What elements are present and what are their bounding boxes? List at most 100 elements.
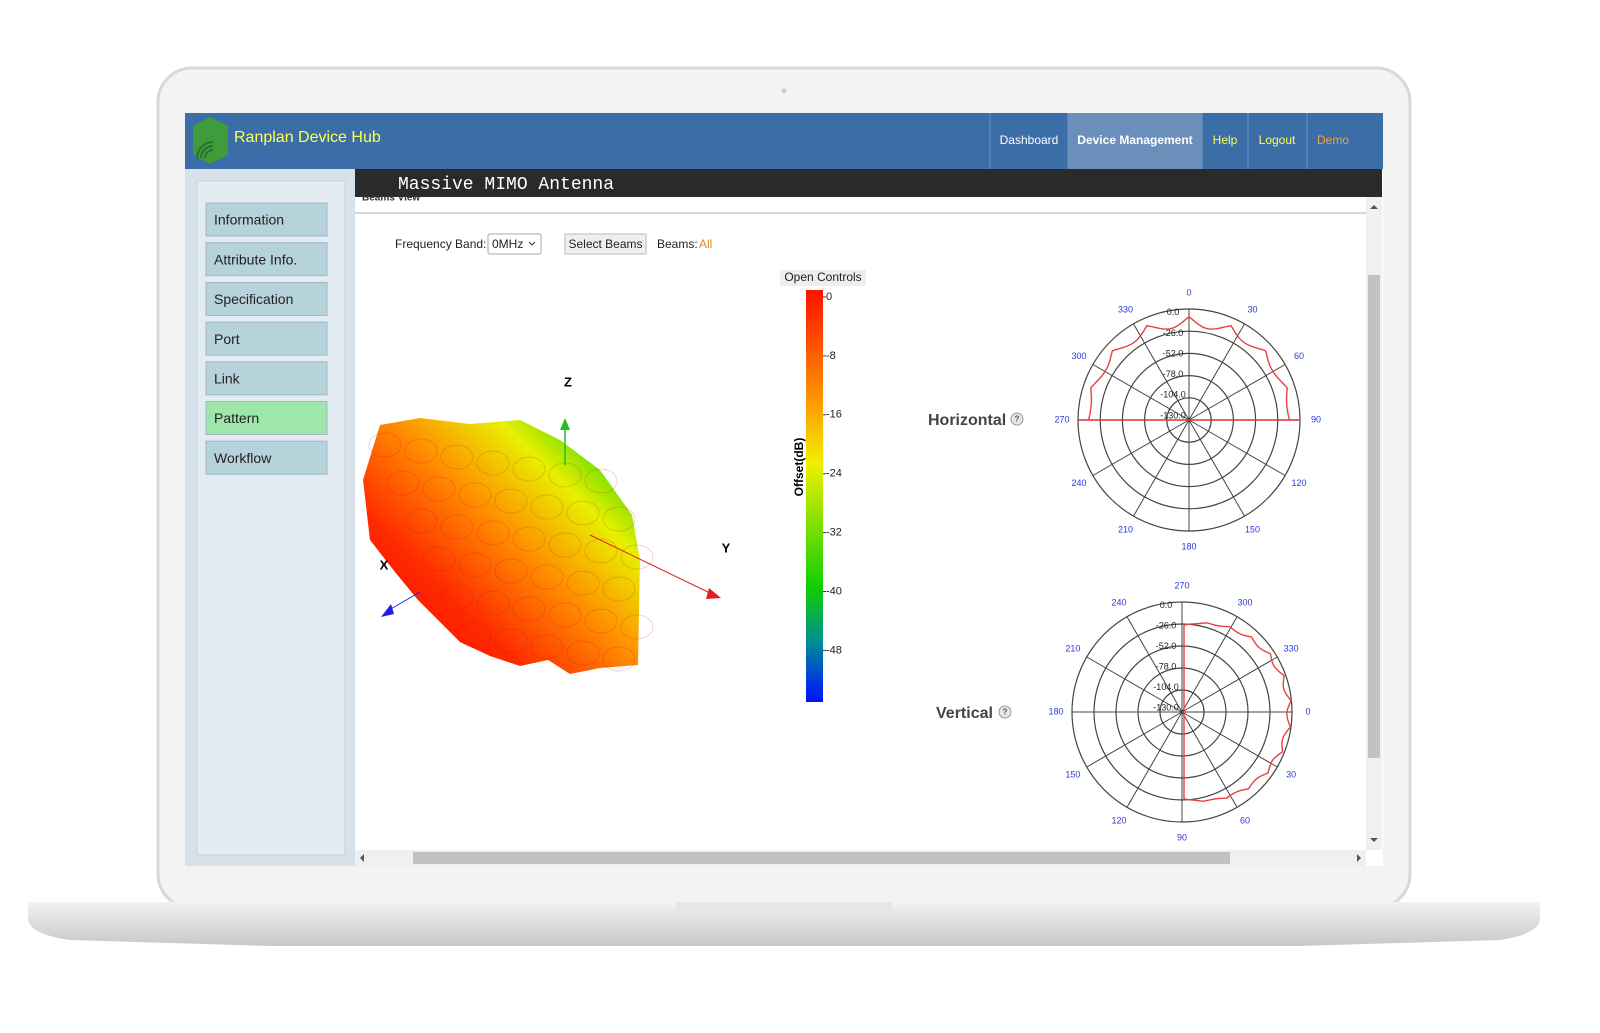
sidebar-button[interactable] [205,281,328,316]
radial-tick-label: -52.0 [1156,641,1177,651]
sidebar-button[interactable] [205,401,328,435]
lobe [476,590,510,616]
angle-label: 90 [1311,414,1321,424]
polar-ring [1093,623,1271,801]
lobe [512,456,546,482]
select-caret [528,241,536,246]
colorbar-tick-label: -48 [826,644,842,656]
lobe [602,576,636,602]
polar-ring [1159,689,1205,735]
angle-label: 300 [1237,597,1252,607]
angle-label: 90 [1177,832,1187,842]
polar-spoke [1181,711,1238,808]
nav-active [1068,113,1202,169]
angle-label: 60 [1240,815,1250,825]
sidebar-button[interactable] [205,361,328,396]
polar-spoke [1126,711,1183,808]
angle-label: 60 [1294,351,1304,361]
brand: Ranplan Device Hub [234,129,381,146]
angle-label: 120 [1111,815,1126,825]
radial-tick-label: -104.0 [1153,682,1179,692]
lobe [548,602,582,628]
nav-link[interactable]: Dashboard [1000,133,1059,147]
page-title: Massive MIMO Antenna [398,175,614,195]
open-controls-button[interactable] [780,270,866,286]
axis-label: X [380,557,389,572]
angle-label: 300 [1071,351,1086,361]
laptop-notch [676,902,892,918]
polar-spoke [1181,656,1278,713]
radial-tick-label: -52.0 [1163,348,1184,358]
polar-spoke [1092,364,1190,421]
lobe [512,526,546,552]
lobe [548,532,582,558]
open-controls-label[interactable]: Open Controls [784,270,861,284]
angle-label: 270 [1174,580,1189,590]
sidebar-button[interactable] [205,440,328,475]
sidebar-button-label[interactable]: Attribute Info. [214,251,297,267]
beam-lobes [368,432,654,672]
lobe [584,538,618,564]
v-scroll-thumb[interactable] [1368,275,1380,758]
axis-label: Z [564,374,572,389]
select-beams-button[interactable] [564,233,647,255]
sidebar-button-label[interactable]: Workflow [214,450,272,466]
sidebar-button-label[interactable]: Pattern [214,410,259,426]
h-scroll-thumb[interactable] [413,852,1230,864]
frequency-select[interactable] [487,233,542,255]
sidebar-button-label[interactable]: Specification [214,291,293,307]
sidebar-button-label[interactable]: Link [214,371,241,387]
polar-spoke [1092,419,1190,476]
polar-spoke [1181,616,1238,713]
nav-link[interactable]: Logout [1259,133,1296,147]
lobe [458,482,492,508]
help-icon-label[interactable]: ? [1003,708,1008,717]
sidebar-button[interactable] [205,242,328,277]
lobe [476,520,510,546]
lobe [458,552,492,578]
radial-tick-label: 0.0 [1167,307,1180,317]
sidebar-button-label[interactable]: Port [214,331,240,347]
lobe [512,596,546,622]
nav-link[interactable]: Demo [1317,133,1349,147]
angle-label: 270 [1054,414,1069,424]
x-arrow [381,604,394,617]
lobe [422,476,456,502]
angle-label: 180 [1181,541,1196,551]
sidebar-button[interactable] [205,202,328,237]
title-bar [355,169,1382,197]
lobe [530,564,564,590]
help-icon-label[interactable]: ? [1015,415,1020,424]
polar-spoke [1086,656,1183,713]
x-axis [388,591,421,611]
lobe [386,470,420,496]
lobe [530,494,564,520]
nav-link[interactable]: Device Management [1077,133,1192,147]
sidebar-button[interactable] [205,321,328,356]
lobe [566,570,600,596]
polar-spoke [1188,364,1286,421]
lobe [440,444,474,470]
help-icon[interactable] [1010,412,1024,426]
lobe [584,608,618,634]
lobe [368,432,402,458]
lobe [620,544,654,570]
section-title: Beams View [362,193,420,204]
angle-label: 180 [1048,706,1063,716]
lobe [476,450,510,476]
lobe [566,640,600,666]
colorbar-tick-label: -8 [826,350,836,362]
polar-spoke [1188,419,1245,517]
nav-link[interactable]: Help [1213,133,1238,147]
angle-label: 0 [1186,287,1191,297]
lobe [440,584,474,610]
help-icon[interactable] [998,705,1012,719]
frequency-value[interactable]: 0MHz [492,237,523,251]
beam-pattern-3d [363,418,640,674]
angle-label: 330 [1118,304,1133,314]
select-beams-label[interactable]: Select Beams [568,237,642,251]
radial-tick-label: -78.0 [1163,369,1184,379]
sidebar-button-label[interactable]: Information [214,212,284,228]
lobe [530,634,564,660]
